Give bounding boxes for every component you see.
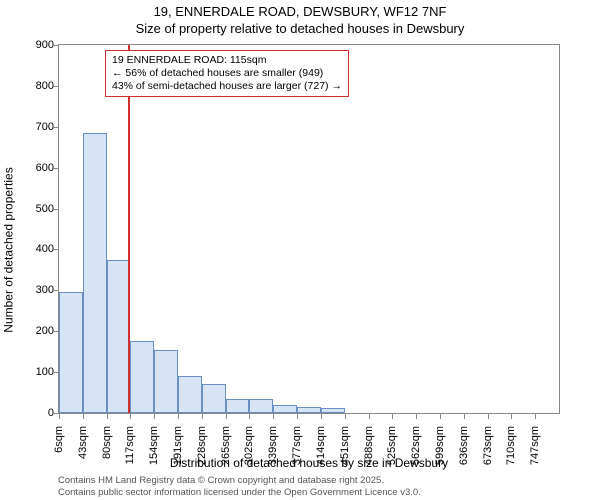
histogram-bar: [130, 341, 154, 413]
histogram-bar: [202, 384, 226, 413]
x-tick-mark: [154, 414, 155, 419]
x-tick-mark: [511, 414, 512, 419]
x-tick-mark: [464, 414, 465, 419]
histogram-bar: [249, 399, 273, 413]
y-tick-mark: [53, 413, 58, 414]
y-tick-mark: [53, 372, 58, 373]
y-tick-mark: [53, 168, 58, 169]
y-tick-mark: [53, 45, 58, 46]
x-tick-mark: [249, 414, 250, 419]
plot-area: 19 ENNERDALE ROAD: 115sqm← 56% of detach…: [58, 44, 560, 414]
y-tick-label: 200: [14, 325, 54, 337]
y-tick-label: 100: [14, 366, 54, 378]
x-tick-mark: [535, 414, 536, 419]
x-tick-mark: [488, 414, 489, 419]
y-tick-mark: [53, 249, 58, 250]
y-tick-label: 400: [14, 243, 54, 255]
attribution-text: Contains HM Land Registry data © Crown c…: [58, 475, 421, 498]
y-tick-mark: [53, 331, 58, 332]
x-tick-mark: [83, 414, 84, 419]
histogram-bar: [59, 292, 83, 413]
x-tick-mark: [59, 414, 60, 419]
x-tick-mark: [440, 414, 441, 419]
y-tick-label: 0: [14, 407, 54, 419]
histogram-bar: [273, 405, 297, 413]
histogram-bar: [107, 260, 131, 413]
annotation-line3: 43% of semi-detached houses are larger (…: [112, 80, 342, 93]
histogram-bar: [83, 133, 107, 413]
chart-title-line2: Size of property relative to detached ho…: [0, 21, 600, 36]
annotation-line1: 19 ENNERDALE ROAD: 115sqm: [112, 54, 342, 67]
annotation-line2: ← 56% of detached houses are smaller (94…: [112, 67, 342, 80]
x-tick-mark: [416, 414, 417, 419]
histogram-bar: [321, 408, 345, 413]
chart-title-line1: 19, ENNERDALE ROAD, DEWSBURY, WF12 7NF: [0, 4, 600, 19]
x-tick-mark: [178, 414, 179, 419]
y-tick-mark: [53, 127, 58, 128]
x-tick-mark: [369, 414, 370, 419]
y-tick-mark: [53, 290, 58, 291]
y-tick-label: 700: [14, 121, 54, 133]
y-tick-label: 800: [14, 80, 54, 92]
y-tick-label: 900: [14, 39, 54, 51]
x-axis-label: Distribution of detached houses by size …: [58, 456, 560, 470]
x-tick-mark: [345, 414, 346, 419]
x-tick-mark: [273, 414, 274, 419]
histogram-bar: [178, 376, 202, 413]
y-tick-mark: [53, 86, 58, 87]
x-tick-mark: [202, 414, 203, 419]
x-tick-mark: [321, 414, 322, 419]
histogram-bar: [297, 407, 321, 413]
x-tick-mark: [107, 414, 108, 419]
y-tick-label: 600: [14, 162, 54, 174]
annotation-box: 19 ENNERDALE ROAD: 115sqm← 56% of detach…: [105, 50, 349, 97]
x-tick-mark: [297, 414, 298, 419]
histogram-bar: [226, 399, 250, 413]
x-tick-mark: [392, 414, 393, 419]
y-tick-label: 300: [14, 284, 54, 296]
histogram-bar: [154, 350, 178, 413]
y-tick-mark: [53, 209, 58, 210]
x-tick-mark: [226, 414, 227, 419]
property-size-histogram: 19, ENNERDALE ROAD, DEWSBURY, WF12 7NF S…: [0, 0, 600, 500]
y-tick-label: 500: [14, 203, 54, 215]
subject-property-marker: [128, 45, 130, 413]
x-tick-mark: [130, 414, 131, 419]
